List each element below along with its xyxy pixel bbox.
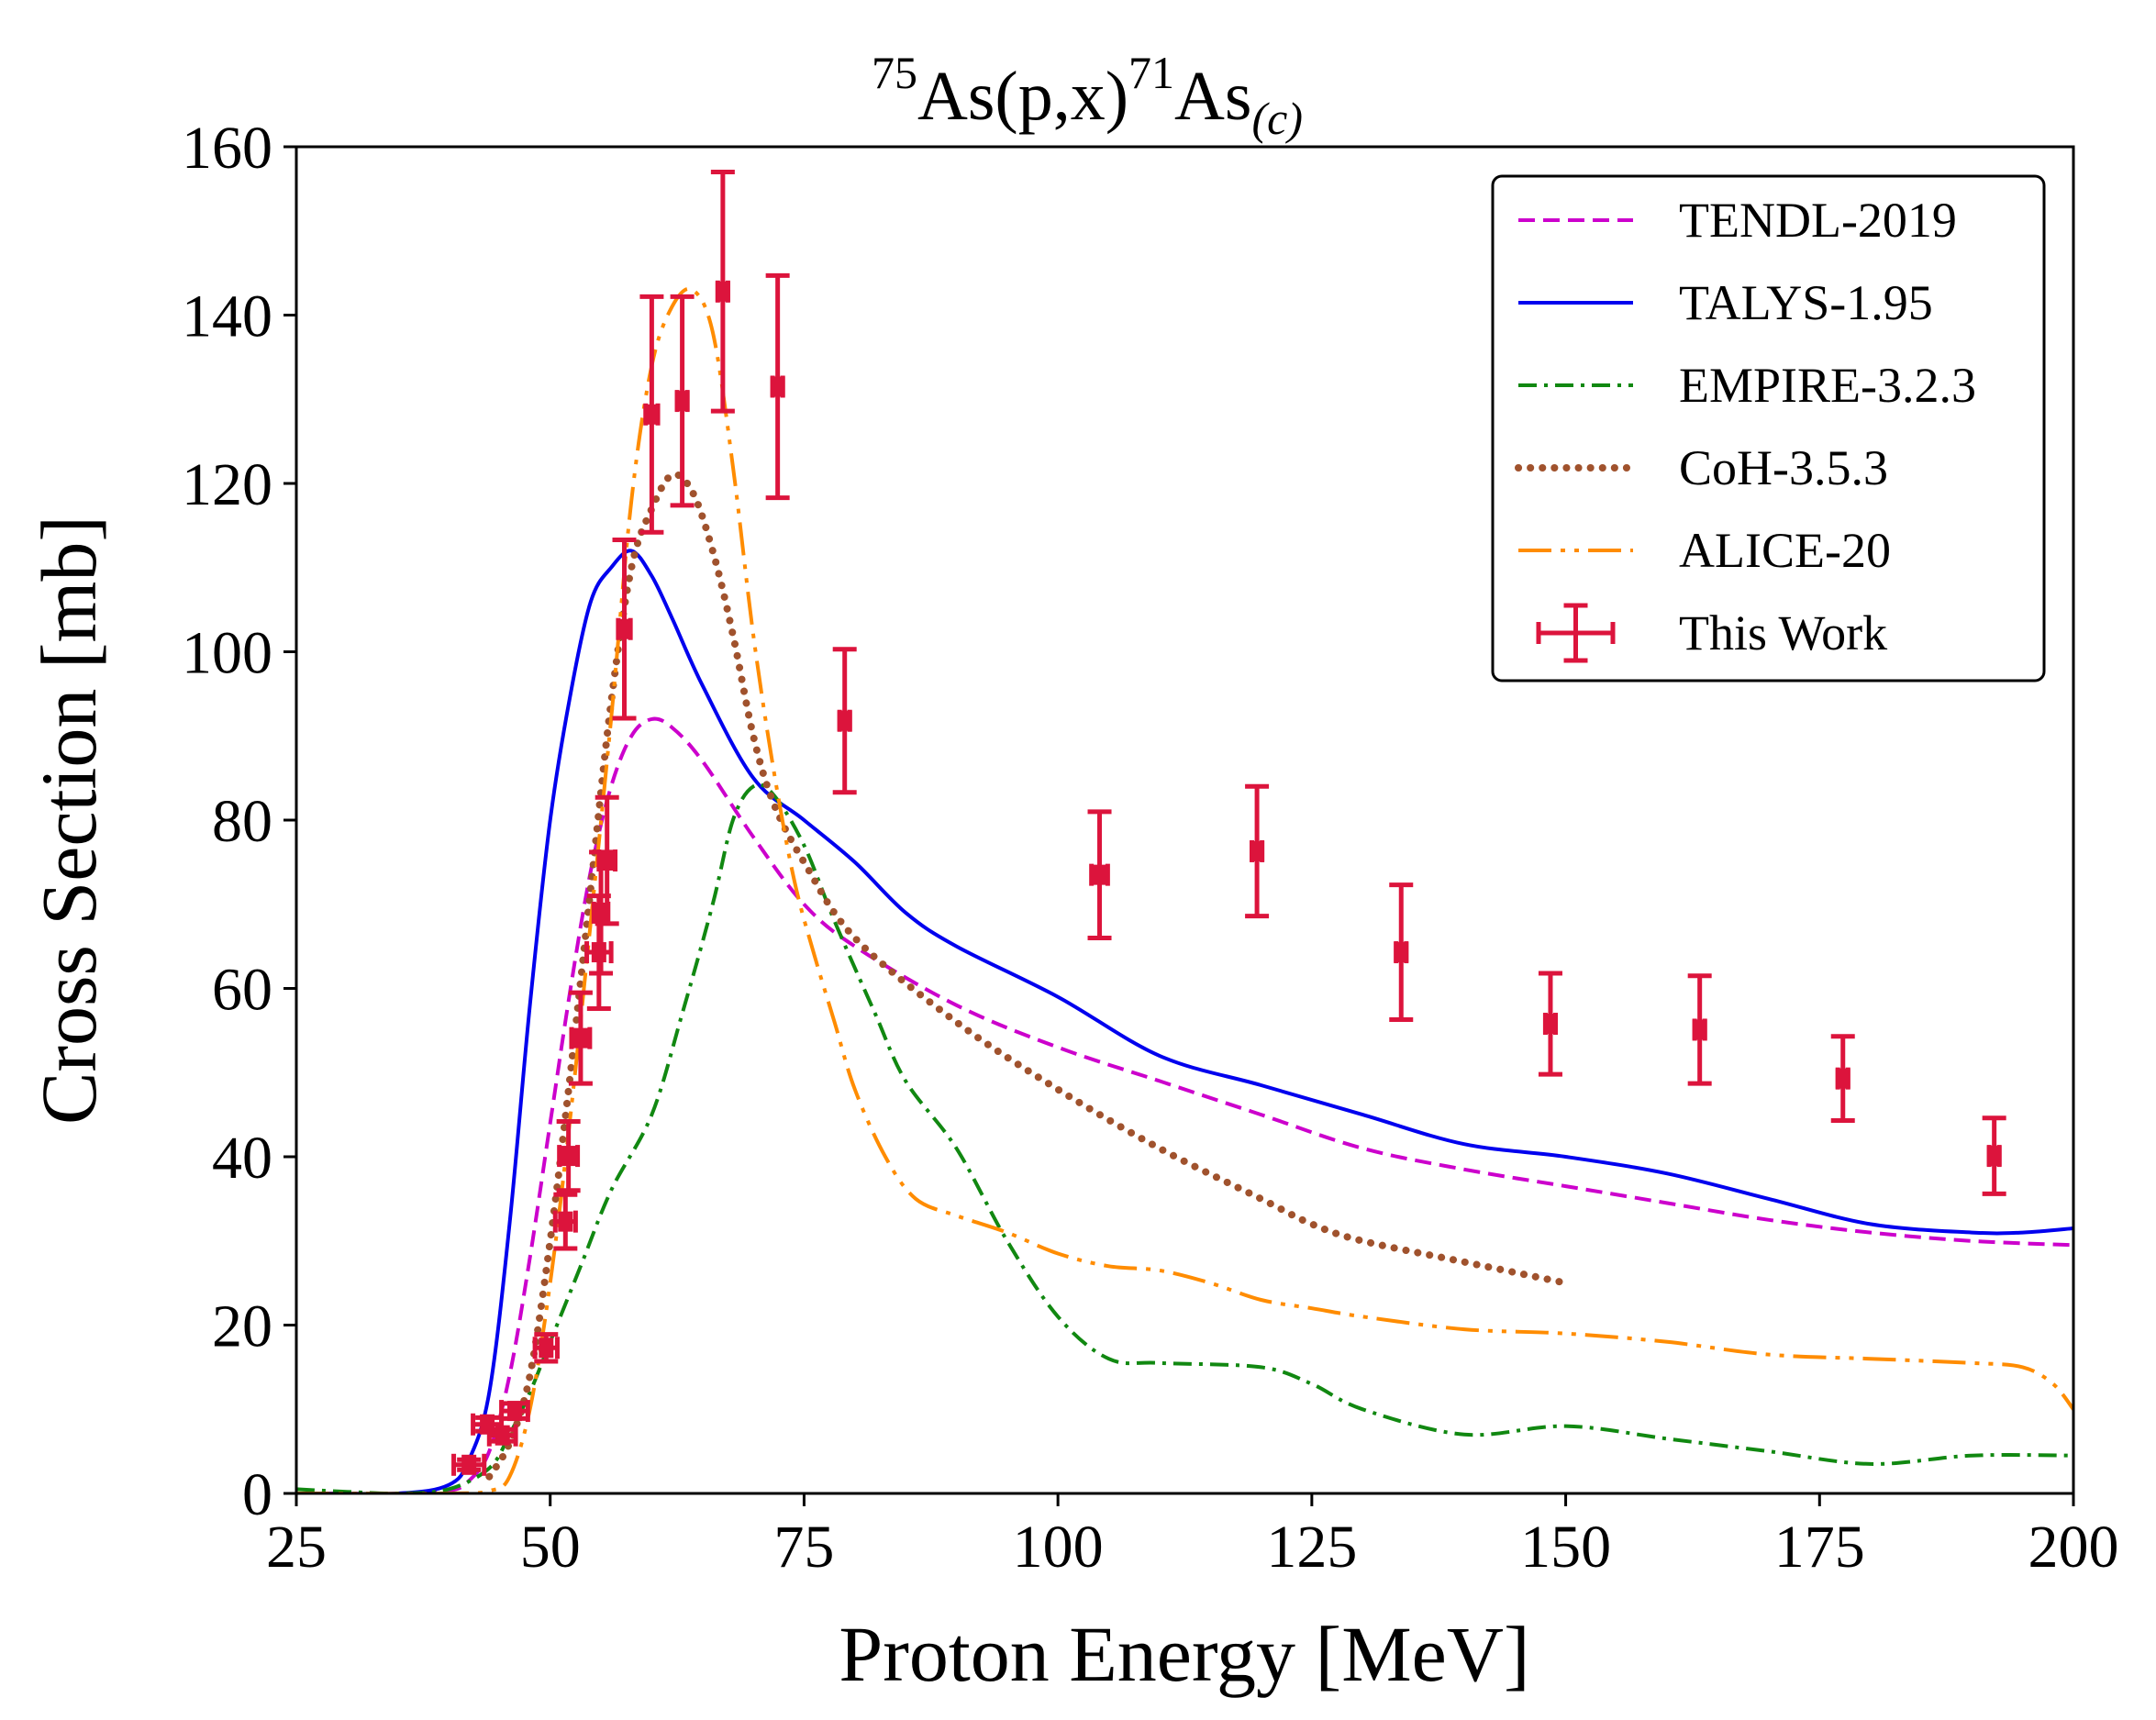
- data-point-24: [1982, 1115, 2006, 1196]
- x-tick-label: 200: [2028, 1514, 2119, 1581]
- data-point-13: [639, 294, 664, 535]
- data-point-marker: [1692, 1019, 1707, 1040]
- data-point-marker: [644, 404, 660, 425]
- chart-title: 75As(p,x)71As(c): [872, 47, 1303, 144]
- y-axis-label: Cross Section [mb]: [25, 516, 113, 1125]
- legend-label: TALYS-1.95: [1679, 275, 1933, 330]
- data-point-1: [451, 1453, 487, 1476]
- data-point-marker: [1394, 942, 1409, 963]
- data-point-marker: [715, 281, 730, 302]
- data-point-marker: [1092, 864, 1107, 885]
- legend-label: CoH-3.5.3: [1679, 440, 1888, 495]
- data-point-3: [486, 1424, 518, 1447]
- legend-label: This Work: [1679, 605, 1887, 660]
- data-point-17: [832, 647, 857, 795]
- data-point-marker: [837, 710, 852, 731]
- legend-label: TENDL-2019: [1679, 193, 1957, 248]
- data-point-marker: [594, 902, 609, 923]
- x-tick-label: 75: [773, 1514, 834, 1581]
- series-line-tendl-2019: [296, 716, 2073, 1493]
- data-point-11: [595, 794, 619, 927]
- data-point-marker: [1835, 1068, 1850, 1089]
- title-target: As(p,x): [917, 58, 1128, 135]
- data-point-marker: [1542, 1014, 1558, 1035]
- legend-item-talys-1-95: TALYS-1.95: [1518, 275, 1933, 330]
- data-point-marker: [539, 1337, 554, 1359]
- y-tick-label: 40: [212, 1125, 272, 1192]
- title-product-mass: 71: [1128, 47, 1174, 98]
- measurement-layer: [451, 170, 2006, 1476]
- data-point-marker: [558, 1211, 573, 1232]
- x-axis: 25 50 75 100 125 150 175 200: [266, 1493, 2119, 1581]
- data-point-16: [765, 272, 790, 501]
- data-point-6: [552, 1192, 578, 1251]
- data-point-7: [556, 1118, 581, 1193]
- y-tick-label: 20: [212, 1293, 272, 1360]
- x-tick-label: 175: [1774, 1514, 1865, 1581]
- x-tick-label: 25: [266, 1514, 327, 1581]
- data-point-marker: [1250, 840, 1265, 861]
- data-point-marker: [561, 1146, 576, 1167]
- legend-item-tendl-2019: TENDL-2019: [1518, 193, 1957, 248]
- y-tick-label: 100: [182, 620, 272, 687]
- data-point-marker: [674, 391, 690, 412]
- x-tick-label: 150: [1520, 1514, 1611, 1581]
- data-point-5: [532, 1332, 560, 1364]
- data-point-21: [1538, 971, 1562, 1077]
- y-tick-label: 160: [182, 115, 272, 182]
- legend: TENDL-2019 TALYS-1.95 EMPIRE-3.2.3 CoH-3.5.…: [1491, 174, 2046, 682]
- x-tick-label: 100: [1013, 1514, 1104, 1581]
- title-product: As: [1174, 58, 1251, 135]
- data-point-marker: [599, 850, 615, 871]
- x-tick-label: 125: [1266, 1514, 1357, 1581]
- title-subscript: (c): [1252, 93, 1304, 144]
- legend-item-empire-3-2-3: EMPIRE-3.2.3: [1518, 358, 1976, 413]
- data-point-marker: [770, 376, 785, 397]
- y-tick-label: 0: [242, 1461, 272, 1528]
- data-point-18: [1087, 809, 1112, 940]
- y-tick-label: 140: [182, 283, 272, 350]
- data-point-marker: [1986, 1146, 2002, 1167]
- legend-label: EMPIRE-3.2.3: [1679, 358, 1976, 413]
- data-point-marker: [495, 1425, 510, 1446]
- legend-item-coh-3-5-3: CoH-3.5.3: [1515, 440, 1888, 495]
- y-tick-label: 80: [212, 788, 272, 855]
- series-layer: [296, 286, 2073, 1493]
- data-point-22: [1687, 973, 1712, 1086]
- data-point-8: [568, 990, 593, 1086]
- y-tick-label: 60: [212, 957, 272, 1024]
- data-point-20: [1389, 882, 1414, 1022]
- data-point-19: [1245, 783, 1270, 919]
- series-line-empire-3-2-3: [296, 782, 2073, 1493]
- y-axis: 0 20 40 60 80 100 120 140 160: [182, 115, 296, 1528]
- data-point-15: [710, 170, 735, 414]
- series-line-alice-20: [296, 286, 2073, 1493]
- data-point-12: [612, 537, 637, 721]
- data-point-marker: [572, 1027, 588, 1049]
- series-line-talys-1-95: [296, 549, 2073, 1493]
- series-line-coh-3-5-3: [485, 471, 1570, 1481]
- legend-label: ALICE-20: [1679, 523, 1891, 578]
- title-target-mass: 75: [872, 47, 917, 98]
- legend-item-alice-20: ALICE-20: [1518, 523, 1891, 578]
- data-point-marker: [506, 1401, 522, 1422]
- x-tick-label: 50: [520, 1514, 581, 1581]
- data-point-14: [670, 294, 695, 508]
- data-point-23: [1830, 1034, 1855, 1124]
- x-axis-label: Proton Energy [MeV]: [839, 1610, 1529, 1698]
- data-point-4: [499, 1400, 530, 1423]
- data-point-marker: [461, 1454, 477, 1475]
- y-tick-label: 120: [182, 451, 272, 518]
- data-point-marker: [617, 618, 632, 639]
- legend-item-this-work: This Work: [1536, 603, 1887, 663]
